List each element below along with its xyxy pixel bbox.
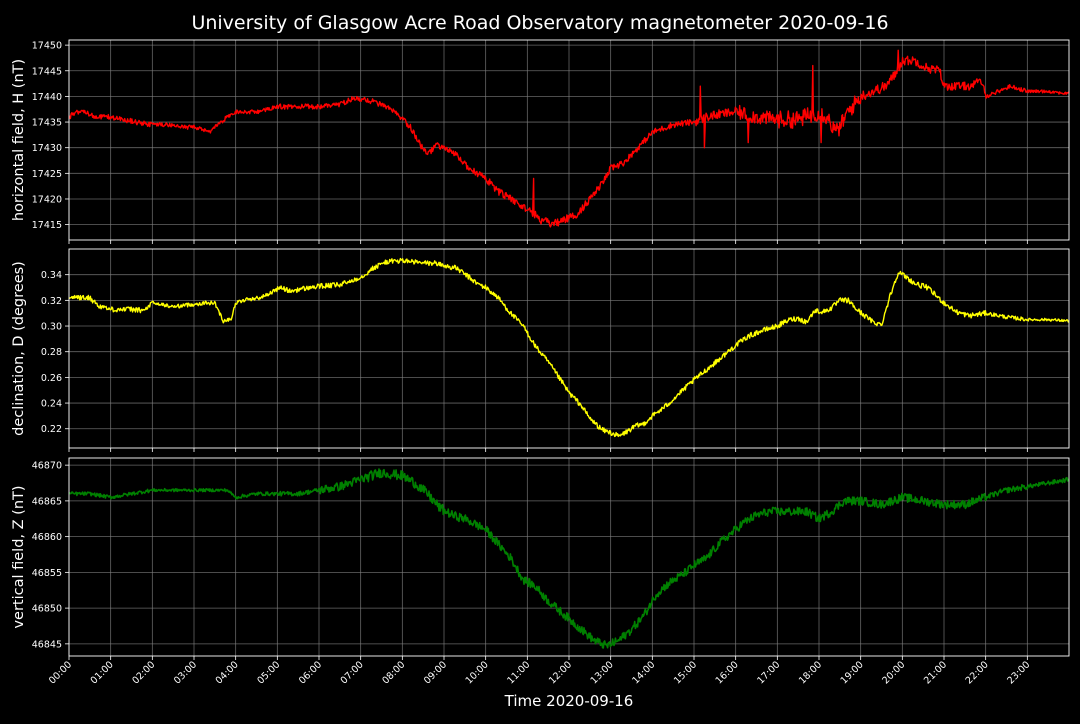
panel-declination: 0.22 0.24 0.26 0.28 0.30 0.32 0.34 declination,… [11, 248, 1070, 452]
x-axis-label: Time 2020-09-16 [504, 692, 634, 710]
y-tick-label: 17450 [32, 41, 62, 52]
y-tick-label: 46860 [32, 532, 62, 543]
y-tick-label: 17445 [32, 66, 62, 77]
y-tick-label: 0.34 [41, 270, 62, 281]
axes-frame-declination [68, 248, 1070, 449]
y-tick-label: 0.32 [41, 296, 62, 307]
y-tick-label: 0.22 [41, 424, 62, 435]
y-tick-label: 46855 [32, 568, 62, 579]
y-tick-label: 46845 [32, 639, 62, 650]
y-tick-label: 0.26 [41, 373, 62, 384]
y-axis-label: declination, D (degrees) [11, 261, 27, 436]
y-tick-label: 17425 [32, 169, 62, 180]
series-line-declination [69, 257, 1069, 438]
y-axis-label: vertical field, Z (nT) [11, 485, 27, 628]
y-tick-label: 17420 [32, 194, 62, 205]
y-tick-label: 17440 [32, 92, 62, 103]
y-tick-label: 0.30 [41, 322, 62, 333]
y-tick-label: 17430 [32, 143, 62, 154]
y-tick-label: 46865 [32, 496, 62, 507]
series-line-h-field [69, 49, 1069, 228]
axes-frame-z-field [68, 457, 1070, 657]
y-tick-label: 46850 [32, 604, 62, 615]
y-tick-label: 17415 [32, 220, 62, 231]
axes-frame-h-field [68, 39, 1070, 241]
y-tick-label: 46870 [32, 461, 62, 472]
y-tick-label: 0.24 [41, 399, 62, 410]
panel-h-field: 17415 17420 17425 17430 17435 17440 17445 17450… [11, 39, 1070, 244]
y-axis-label: horizontal field, H (nT) [11, 59, 27, 221]
y-tick-label: 17435 [32, 118, 62, 129]
figure-title: University of Glasgow Acre Road Observat… [191, 12, 888, 34]
series-line-z-field [69, 468, 1069, 649]
y-tick-label: 0.28 [41, 347, 62, 358]
